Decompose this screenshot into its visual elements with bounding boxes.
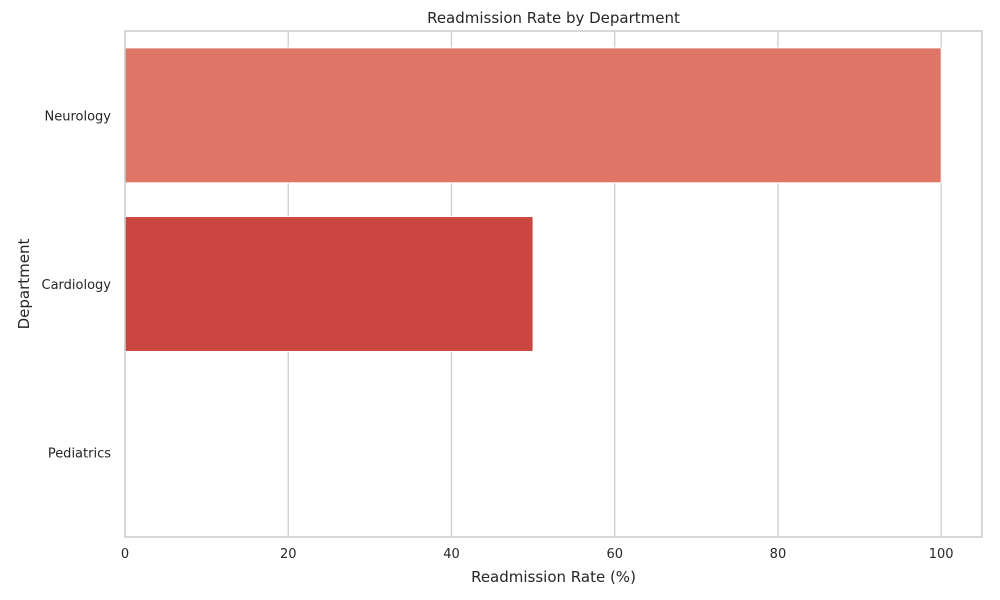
bar-neurology xyxy=(124,47,942,184)
y-axis-label: Department xyxy=(15,239,33,330)
bars xyxy=(124,47,942,352)
x-axis-label: Readmission Rate (%) xyxy=(471,568,636,586)
x-tick-label: 100 xyxy=(929,547,954,562)
y-tick-labels: Neurology Cardiology Pediatrics xyxy=(42,109,112,461)
x-tick-label: 40 xyxy=(443,547,460,562)
y-tick-label: Neurology xyxy=(45,109,112,124)
y-tick-label: Pediatrics xyxy=(48,447,111,462)
x-tick-label: 60 xyxy=(606,547,623,562)
plot-frame xyxy=(124,30,983,538)
x-tick-labels: 0 20 40 60 80 100 xyxy=(121,547,954,562)
chart-title: Readmission Rate by Department xyxy=(427,9,680,27)
x-tick-label: 0 xyxy=(121,547,129,562)
bar-cardiology xyxy=(124,216,534,352)
x-tick-label: 20 xyxy=(280,547,297,562)
x-tick-label: 80 xyxy=(770,547,787,562)
y-tick-label: Cardiology xyxy=(42,278,112,293)
